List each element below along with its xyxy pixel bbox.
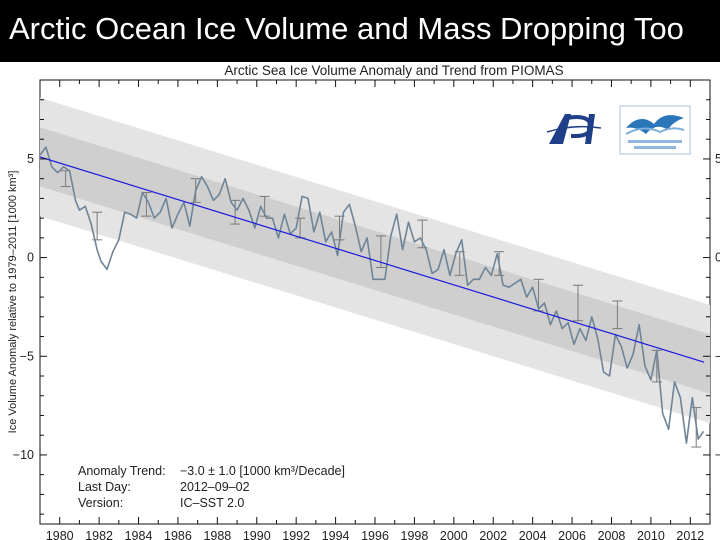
x-tick-label: 2002: [479, 529, 507, 540]
y-tick-label: 5: [27, 152, 34, 166]
y-axis-right: 5 0 −5 −10: [703, 79, 720, 515]
y-tick-label-right: −10: [715, 448, 720, 462]
x-tick-label: 1998: [401, 529, 429, 540]
x-tick-label: 2004: [519, 529, 547, 540]
annotation-value: −3.0 ± 1.0 [1000 km³/Decade]: [180, 464, 345, 478]
annotation-label: Anomaly Trend:: [78, 464, 166, 478]
x-tick-label: 2010: [637, 529, 665, 540]
x-tick-label: 2008: [598, 529, 626, 540]
y-axis-label: Ice Volume Anomaly relative to 1979–2011…: [7, 171, 19, 434]
x-tick-label: 1990: [243, 529, 271, 540]
y-tick-label-right: 0: [715, 251, 720, 265]
annotation-label: Last Day:: [78, 480, 131, 494]
slide-title: Arctic Ocean Ice Volume and Mass Droppin…: [9, 11, 684, 46]
x-tick-label: 2012: [676, 529, 704, 540]
error-bars: [60, 170, 702, 448]
error-bar: [230, 199, 241, 225]
trend-line: [40, 156, 705, 363]
y-axis-left: 5 0 −5 −10: [13, 79, 47, 515]
y-tick-label-right: 5: [715, 152, 720, 166]
y-tick-label: −5: [20, 349, 34, 363]
slide-title-bar: Arctic Ocean Ice Volume and Mass Droppin…: [0, 0, 720, 62]
x-tick-label: 1992: [282, 529, 310, 540]
x-tick-label: 1994: [322, 529, 350, 540]
error-bar: [612, 300, 623, 330]
chart: Arctic Sea Ice Volume Anomaly and Trend …: [7, 63, 720, 540]
annotation-label: Version:: [78, 496, 123, 510]
x-axis: 1980 1982 1984 1986 1988 1990 1992 1994 1996 1998…: [39, 80, 711, 540]
polar-science-center-logo-icon: [619, 105, 691, 155]
trend-annotations: Anomaly Trend: −3.0 ± 1.0 [1000 km³/Decad…: [78, 464, 345, 510]
x-tick-label: 1980: [46, 529, 74, 540]
x-tick-label: 1982: [85, 529, 113, 540]
x-tick-label: 1996: [361, 529, 389, 540]
annotation-value: 2012–09–02: [180, 480, 250, 494]
x-tick-label: 1986: [164, 529, 192, 540]
x-tick-label: 1988: [203, 529, 231, 540]
y-tick-label: −10: [13, 448, 34, 462]
apl-logo-icon: [545, 110, 603, 148]
y-tick-label: 0: [27, 251, 34, 265]
y-tick-label-right: −5: [715, 349, 720, 363]
error-bar: [92, 211, 103, 241]
annotation-value: IC–SST 2.0: [180, 496, 244, 510]
x-tick-label: 2006: [558, 529, 586, 540]
chart-title: Arctic Sea Ice Volume Anomaly and Trend …: [224, 63, 563, 78]
x-tick-label: 1984: [125, 529, 153, 540]
error-bar: [572, 284, 583, 322]
x-tick-label: 2000: [440, 529, 468, 540]
